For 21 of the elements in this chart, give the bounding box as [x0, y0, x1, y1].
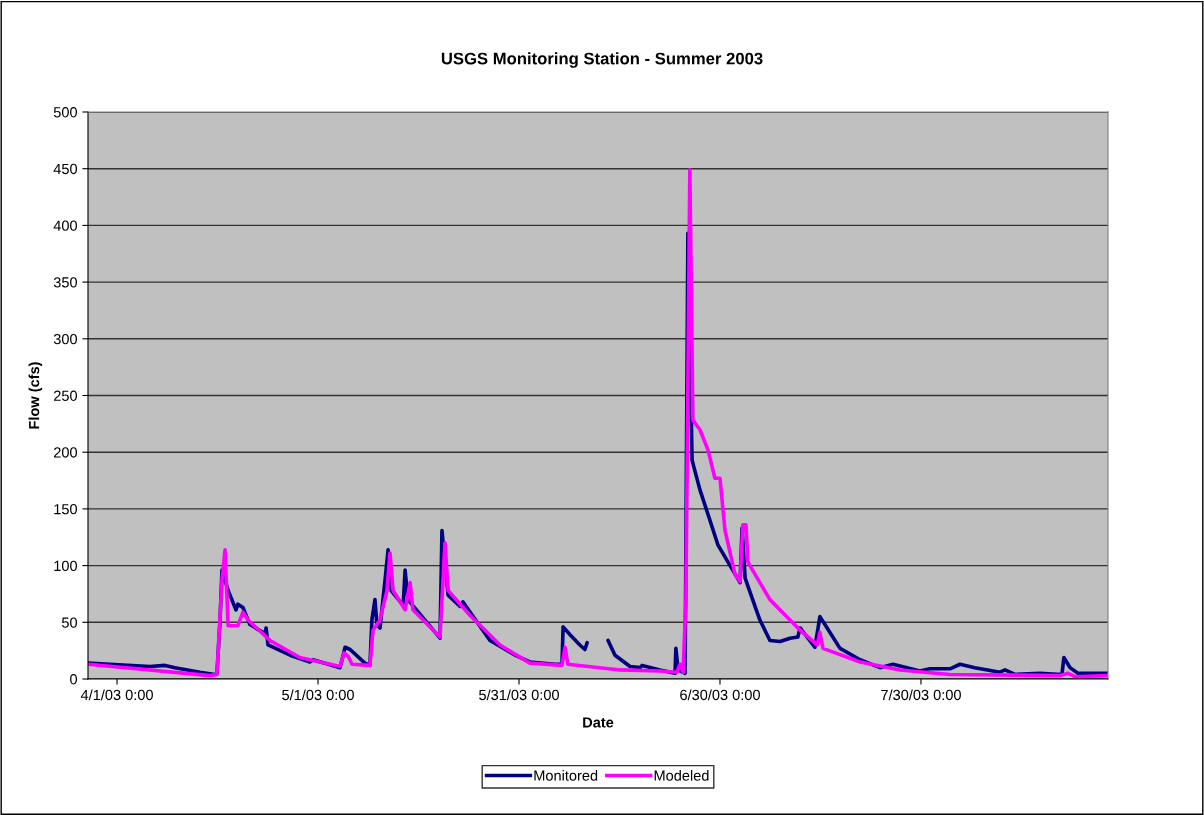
y-tick-label: 50 [61, 617, 78, 628]
y-tick-label: 0 [70, 674, 78, 685]
x-axis-title: Date [583, 717, 614, 728]
y-tick-label: 100 [54, 560, 78, 572]
x-tick-label: 6/30/03 0:00 [680, 689, 760, 701]
legend-label: Modeled [654, 770, 709, 781]
y-tick-label: 350 [53, 277, 78, 288]
y-tick-label: 500 [53, 107, 78, 118]
y-tick-label: 450 [53, 163, 78, 175]
chart-title: USGS Monitoring Station - Summer 2003 [441, 52, 763, 68]
y-tick-label: 250 [53, 390, 78, 401]
legend-label: Monitored [534, 770, 598, 781]
x-tick-label: 5/31/03 0:00 [479, 689, 559, 701]
y-tick-label: 400 [53, 220, 78, 231]
x-tick-label: 7/30/03 0:00 [881, 689, 961, 701]
y-tick-label: 150 [54, 504, 78, 515]
y-tick-label: 200 [53, 447, 78, 458]
x-tick-label: 5/1/03 0:00 [282, 689, 354, 701]
y-tick-label: 300 [53, 333, 78, 345]
y-axis-title: Flow (cfs) [28, 362, 43, 429]
x-tick-label: 4/1/03 0:00 [80, 689, 153, 701]
